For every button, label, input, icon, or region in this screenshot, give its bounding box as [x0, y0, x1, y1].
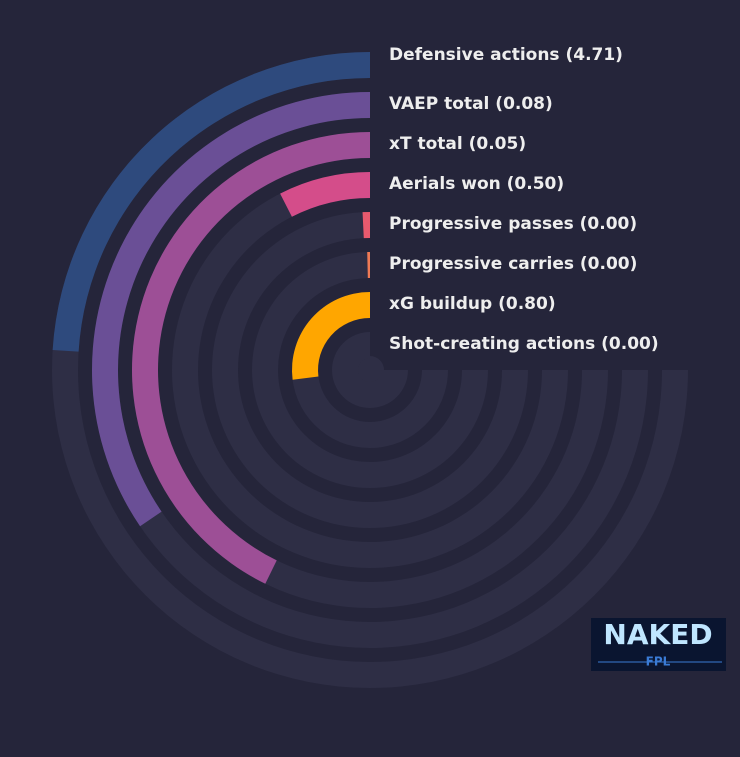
bar [52, 52, 370, 352]
bar [131, 132, 370, 584]
bar [367, 252, 370, 279]
track [332, 332, 408, 408]
bar-label: Shot-creating actions (0.00) [389, 334, 659, 354]
bar [280, 172, 370, 217]
bar-label: xG buildup (0.80) [389, 294, 556, 314]
bar-label: Aerials won (0.50) [389, 174, 564, 194]
bar-label: xT total (0.05) [389, 134, 526, 154]
bar-label: Defensive actions (4.71) [389, 45, 623, 65]
bar-label: Progressive passes (0.00) [389, 214, 637, 234]
bar [362, 212, 370, 239]
bar [91, 92, 370, 527]
bar-label: VAEP total (0.08) [389, 94, 553, 114]
logo: NAKED FPL [591, 618, 726, 671]
center-dot [356, 356, 384, 384]
logo-title: NAKED [603, 618, 712, 651]
bar [292, 292, 370, 380]
logo-subtitle: FPL [646, 655, 671, 669]
bar-label: Progressive carries (0.00) [389, 254, 637, 274]
